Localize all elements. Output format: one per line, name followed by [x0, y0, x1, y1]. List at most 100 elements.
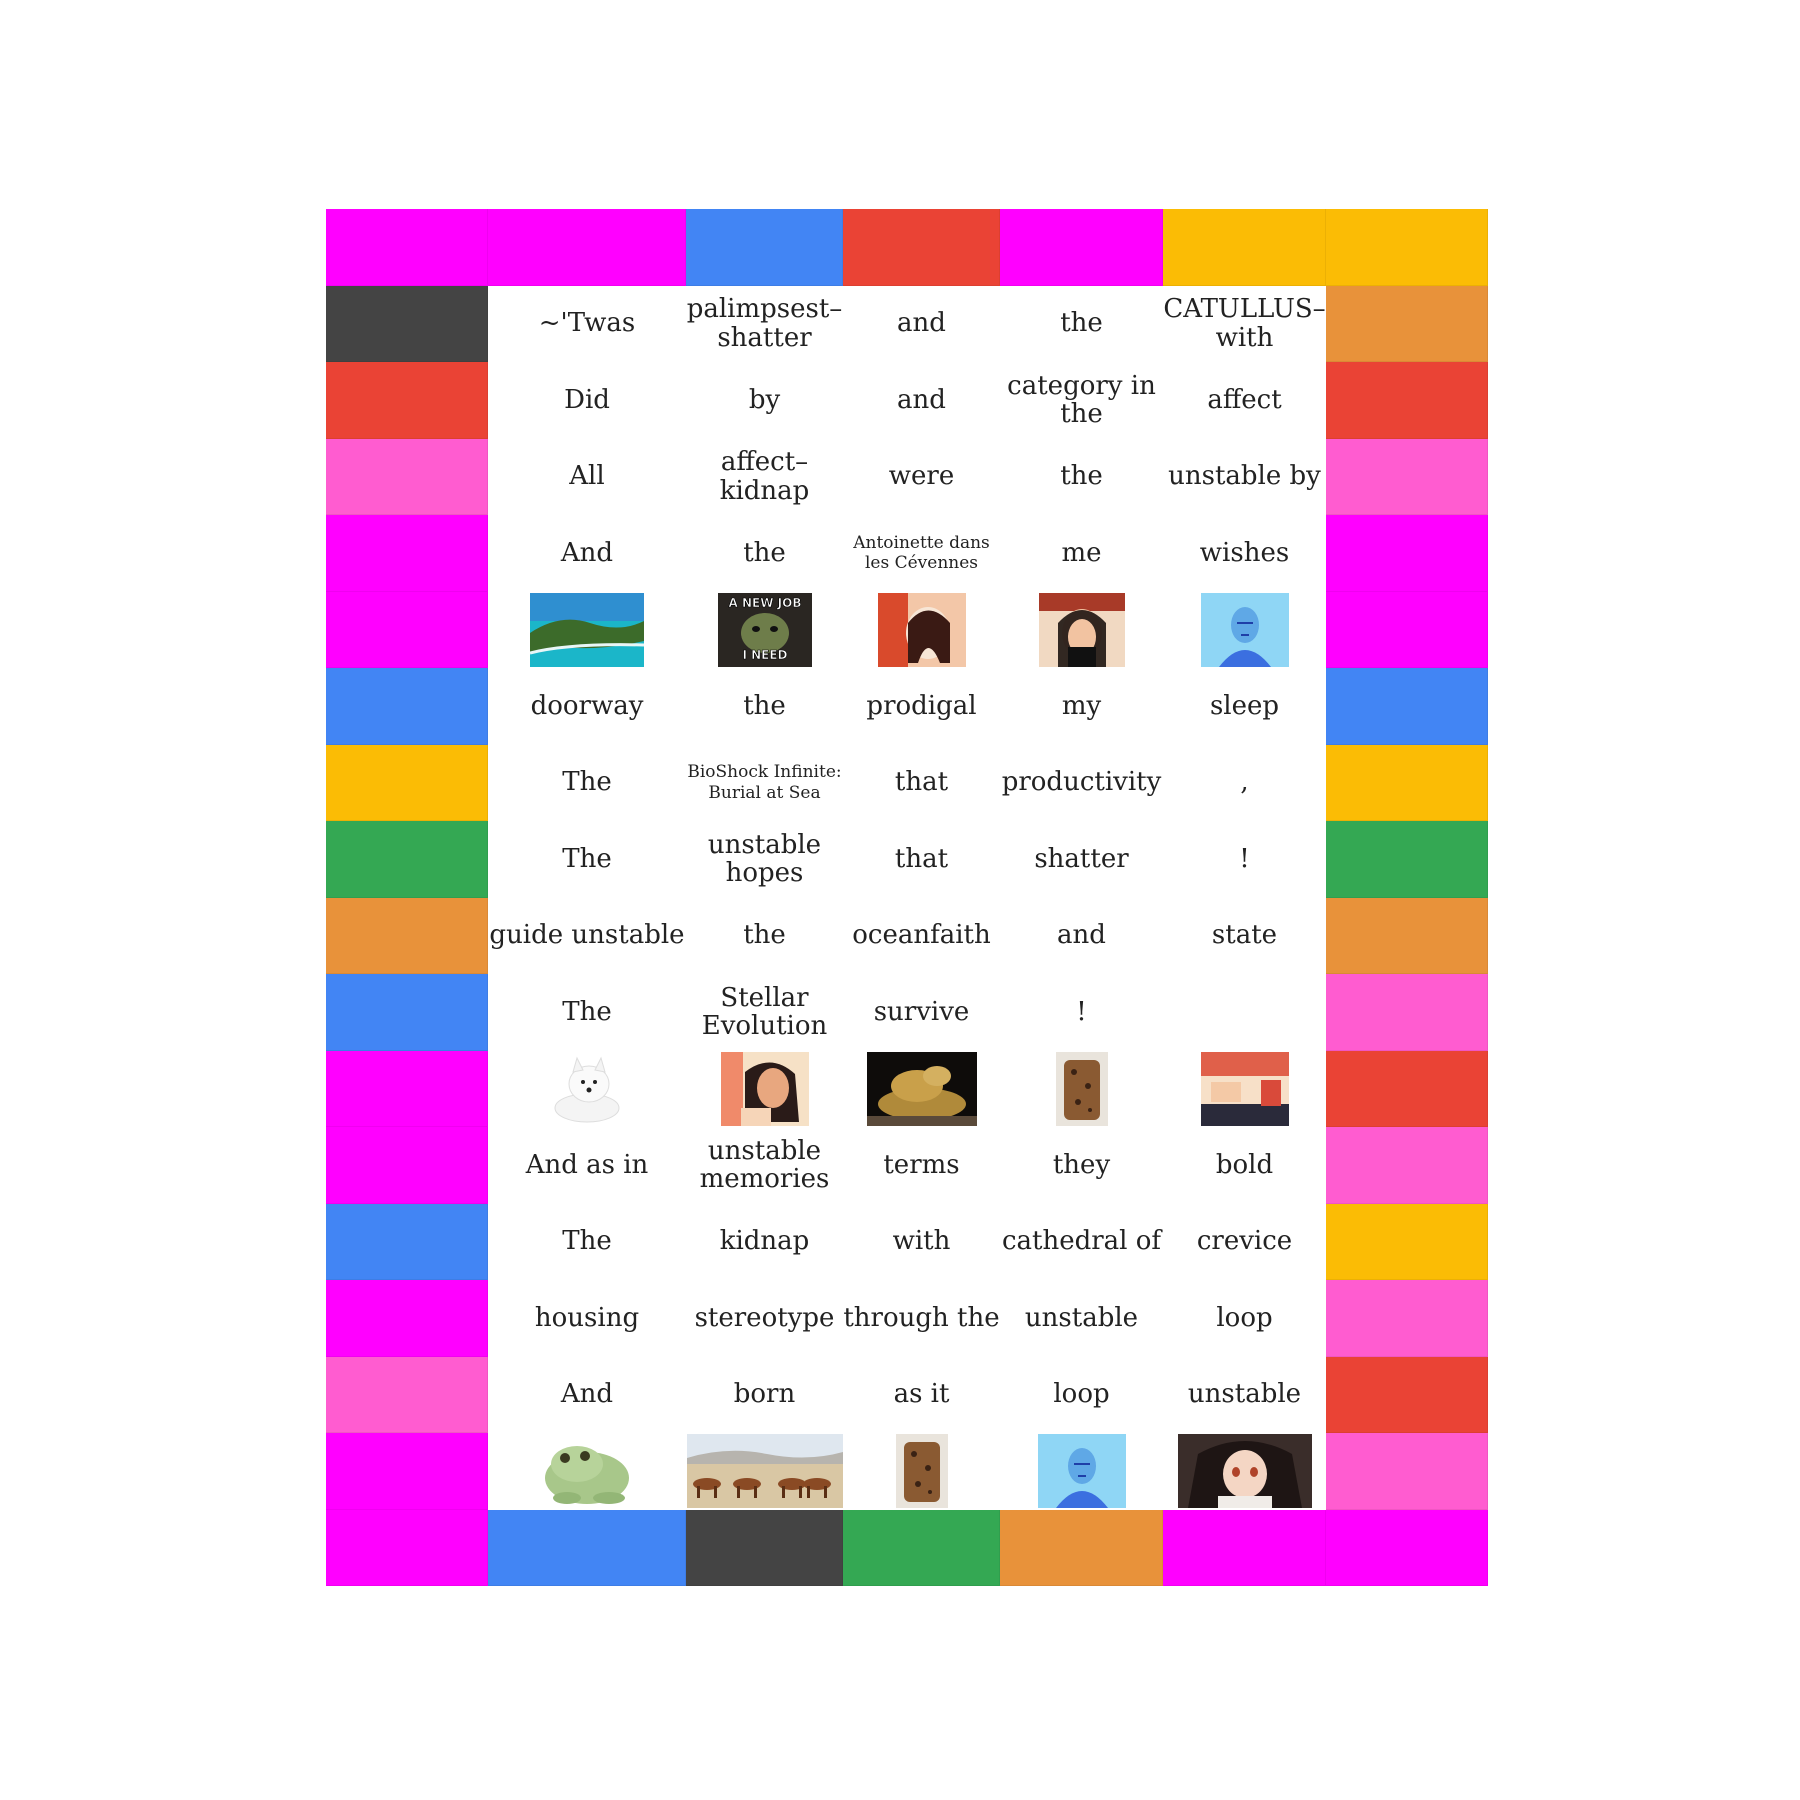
- meme-caption-line: A NEW JOB: [728, 596, 801, 610]
- coastline-photo-icon: [530, 592, 644, 667]
- border-left-cell: [326, 438, 488, 515]
- word-tile: as it: [843, 1356, 1000, 1433]
- word-tile: And: [488, 515, 686, 592]
- word-text: my: [1061, 690, 1102, 721]
- word-tile: !: [1000, 974, 1163, 1051]
- word-text: !: [1239, 843, 1250, 874]
- border-bottom-cell: [488, 1509, 686, 1586]
- frog-statue-photo-icon: [866, 1051, 977, 1126]
- word-text: as it: [893, 1379, 950, 1410]
- word-text: loop: [1053, 1379, 1110, 1410]
- word-tile: that: [843, 821, 1000, 898]
- image-tile: [1000, 1433, 1163, 1510]
- border-left-cell: [326, 591, 488, 668]
- word-tile: ,: [1163, 744, 1326, 821]
- image-tile: [1163, 1050, 1326, 1127]
- word-text: they: [1052, 1149, 1111, 1180]
- word-text: And: [560, 1379, 614, 1410]
- border-bottom-cell: [1163, 1509, 1326, 1586]
- word-text: the: [1060, 461, 1103, 492]
- word-text: affect–kidnap: [719, 447, 810, 506]
- word-tile: loop: [1000, 1356, 1163, 1433]
- word-tile: The: [488, 821, 686, 898]
- word-tile: the: [1000, 438, 1163, 515]
- border-right-cell: [1326, 591, 1488, 668]
- word-tile: unstable memories: [686, 1127, 843, 1204]
- bread-photo-icon: [895, 1434, 948, 1509]
- word-tile: palimpsest–shatter: [686, 285, 843, 362]
- word-tile: The: [488, 744, 686, 821]
- image-tile: [488, 591, 686, 668]
- word-text: the: [1060, 308, 1103, 339]
- border-right-cell: [1326, 974, 1488, 1051]
- word-text: and: [897, 384, 946, 415]
- image-tile: [1163, 591, 1326, 668]
- border-left-cell: [326, 362, 488, 439]
- border-left-cell: [326, 515, 488, 592]
- border-right-cell: [1326, 821, 1488, 898]
- word-tile: housing: [488, 1280, 686, 1357]
- word-tile: All: [488, 438, 686, 515]
- word-text: unstable memories: [699, 1135, 830, 1195]
- blue-portrait-photo-icon: [1037, 1434, 1126, 1509]
- border-top-cell: [686, 209, 843, 286]
- word-text: CATULLUS–with: [1163, 294, 1326, 353]
- blue-portrait-photo-icon: [1200, 592, 1289, 667]
- word-text: the: [743, 690, 786, 721]
- word-tile: !: [1163, 821, 1326, 898]
- word-tile: state: [1163, 897, 1326, 974]
- word-text: and: [1057, 920, 1106, 951]
- word-tile: the: [686, 897, 843, 974]
- border-bottom-cell: [326, 1509, 488, 1586]
- word-tile: cathedral of: [1000, 1203, 1163, 1280]
- word-text: were: [888, 461, 955, 492]
- word-text: by: [748, 384, 781, 415]
- image-tile: [686, 1050, 843, 1127]
- word-tile: affect: [1163, 362, 1326, 439]
- bread-photo-icon: [1055, 1051, 1108, 1126]
- word-text: me: [1061, 537, 1102, 568]
- word-text: category in the: [1007, 370, 1156, 430]
- word-text: Did: [564, 384, 610, 415]
- image-tile: [1163, 1433, 1326, 1510]
- border-left-cell: [326, 1050, 488, 1127]
- word-tile: sleep: [1163, 668, 1326, 745]
- word-text: state: [1211, 920, 1278, 951]
- girl-portrait-photo-icon: [720, 1051, 809, 1126]
- word-text: wishes: [1199, 537, 1290, 568]
- selfie-photo-icon: [1038, 592, 1125, 667]
- word-text: loop: [1216, 1302, 1273, 1333]
- word-text: And: [560, 537, 614, 568]
- word-text: Antoinette dans les Cévennes: [853, 532, 990, 574]
- word-tile: bold: [1163, 1127, 1326, 1204]
- word-text: sleep: [1209, 690, 1280, 721]
- word-text: All: [569, 461, 605, 492]
- word-text: unstable hopes: [707, 829, 822, 889]
- horses-desert-photo-icon: [686, 1434, 843, 1509]
- word-text: productivity: [1001, 767, 1162, 798]
- word-text: unstable: [1187, 1379, 1302, 1410]
- border-right-cell: [1326, 438, 1488, 515]
- word-text: bold: [1215, 1149, 1274, 1180]
- word-tile: unstable: [1000, 1280, 1163, 1357]
- word-tile: doorway: [488, 668, 686, 745]
- word-tile: and: [1000, 897, 1163, 974]
- room-photo-icon: [1200, 1051, 1289, 1126]
- word-tile: through the: [843, 1280, 1000, 1357]
- border-bottom-cell: [1326, 1509, 1488, 1586]
- word-text: unstable by: [1168, 461, 1321, 492]
- word-text: that: [894, 767, 949, 798]
- word-text: oceanfaith: [852, 920, 991, 951]
- word-text: unstable: [1024, 1302, 1139, 1333]
- border-right-cell: [1326, 897, 1488, 974]
- border-left-cell: [326, 1280, 488, 1357]
- word-tile: shatter: [1000, 821, 1163, 898]
- word-text: housing: [534, 1302, 640, 1333]
- green-frog-photo-icon: [545, 1446, 629, 1505]
- word-tile: And as in: [488, 1127, 686, 1204]
- word-text: crevice: [1196, 1226, 1293, 1257]
- word-tile: stereotype: [686, 1280, 843, 1357]
- word-text: the: [743, 920, 786, 951]
- word-text: guide unstable: [489, 920, 685, 951]
- border-left-cell: [326, 1433, 488, 1510]
